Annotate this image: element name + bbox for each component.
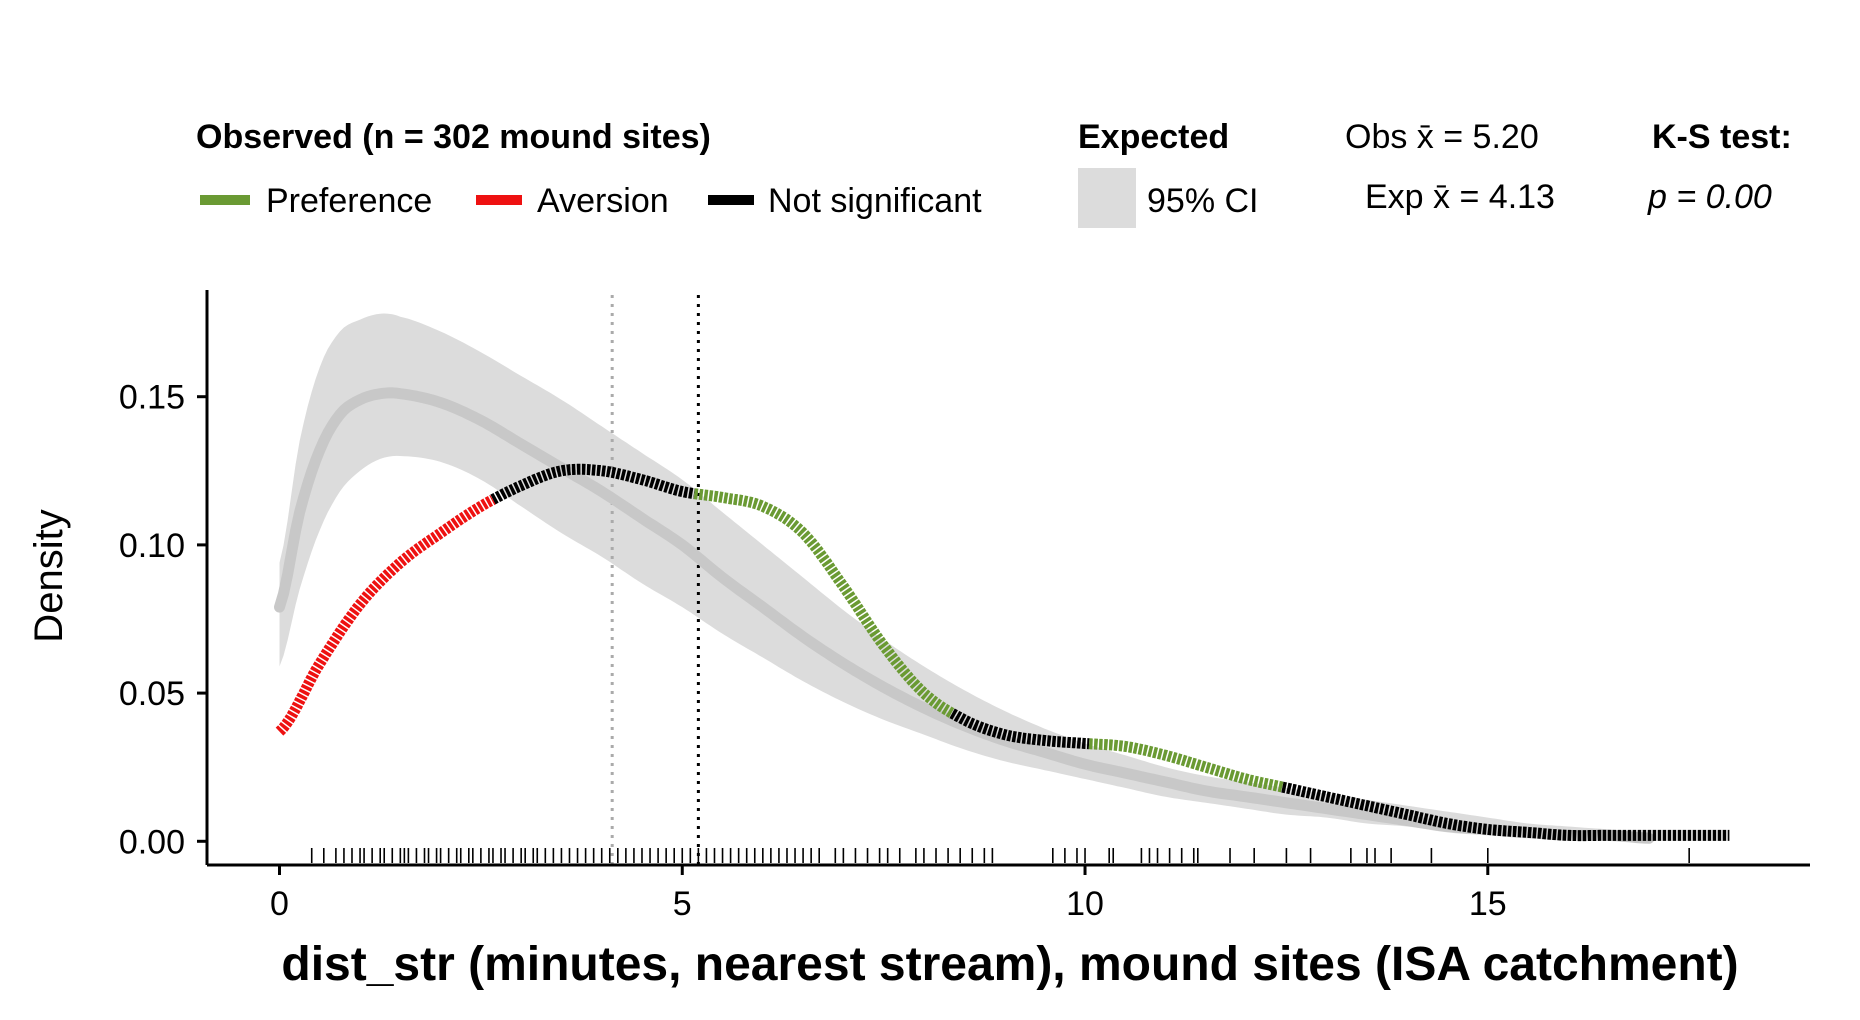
observed-segment-preference-2 — [691, 488, 956, 719]
legend: Observed (n = 302 mound sites) Preferenc… — [196, 118, 1792, 228]
observed-segment-not-significant-5 — [1279, 781, 1733, 842]
axes — [205, 290, 1810, 867]
observed-segment-not-significant-3 — [949, 708, 1093, 750]
ks-p-value: p = 0.00 — [1647, 178, 1772, 216]
legend-expected-title: Expected — [1078, 118, 1229, 156]
obs-mean-label: Obs x̄ = 5.20 — [1345, 118, 1539, 156]
legend-label-preference: Preference — [266, 182, 432, 220]
y-tick-label: 0.00 — [119, 823, 185, 861]
x-tick-label: 15 — [1469, 885, 1507, 923]
ticks: 0 5 10 15 0.00 0.05 0.10 0.15 — [119, 379, 1507, 923]
legend-observed-title: Observed (n = 302 mound sites) — [196, 118, 711, 156]
legend-swatch-aversion — [476, 195, 522, 205]
observed-segment-not-significant-1 — [489, 463, 699, 505]
rug-layer — [310, 848, 1690, 863]
ci-band — [279, 313, 1649, 842]
exp-mean-label: Exp x̄ = 4.13 — [1365, 178, 1555, 216]
y-tick-label: 0.10 — [119, 527, 185, 565]
y-tick-label: 0.15 — [119, 379, 185, 417]
x-tick-label: 10 — [1066, 885, 1104, 923]
legend-label-aversion: Aversion — [537, 182, 669, 220]
ks-test-title: K-S test: — [1652, 118, 1792, 156]
x-tick-label: 0 — [270, 885, 289, 923]
legend-label-ci: 95% CI — [1147, 182, 1259, 220]
x-axis-label: dist_str (minutes, nearest stream), moun… — [281, 938, 1738, 991]
observed-segment-preference-4 — [1086, 738, 1286, 793]
observed-segment-aversion-0 — [275, 494, 498, 736]
y-tick-label: 0.05 — [119, 675, 185, 713]
observed-line-layer — [275, 463, 1733, 842]
legend-label-not-significant: Not significant — [768, 182, 982, 220]
ci-band-layer — [279, 313, 1649, 842]
x-tick-label: 5 — [673, 885, 692, 923]
legend-swatch-preference — [200, 195, 250, 205]
legend-swatch-not-significant — [708, 195, 754, 205]
y-axis-label: Density — [27, 509, 71, 642]
legend-swatch-ci — [1078, 168, 1136, 228]
